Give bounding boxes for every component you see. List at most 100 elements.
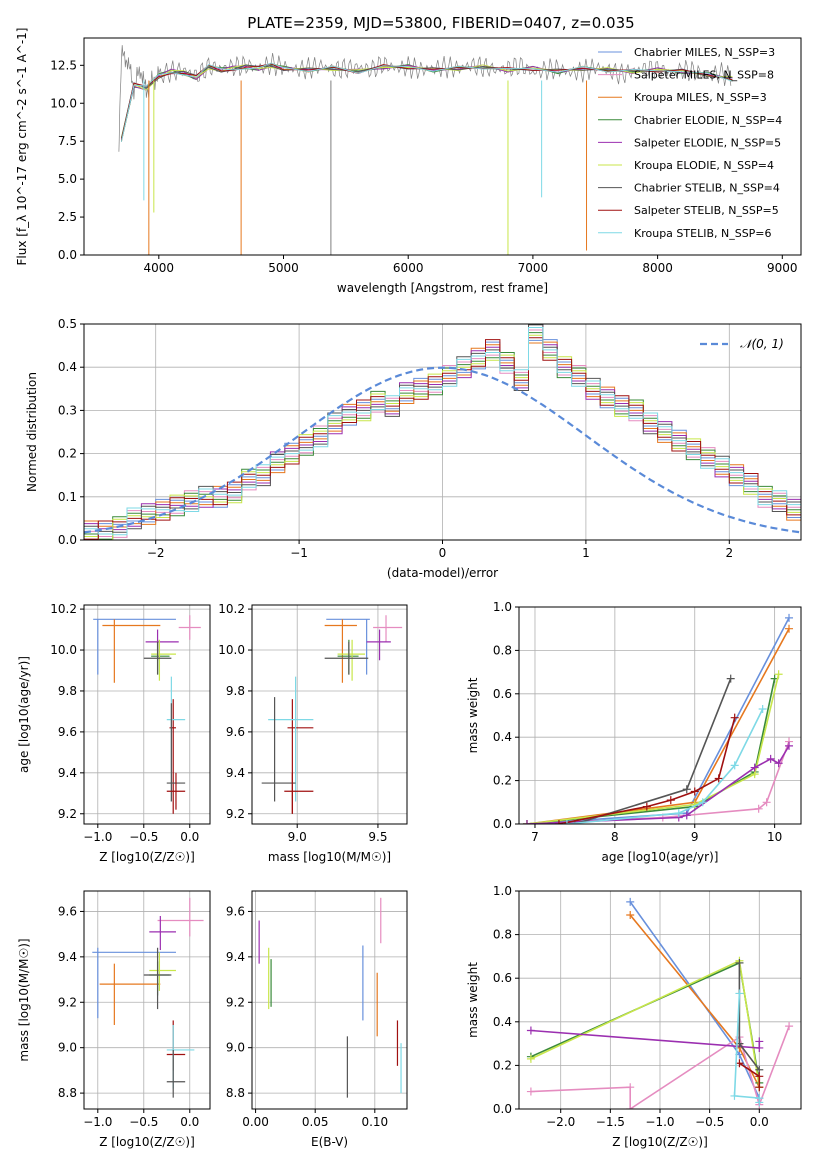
weight-marker	[774, 759, 783, 768]
legend-label: Salpeter MILES, N_SSP=8	[634, 69, 774, 82]
weight-line	[530, 1025, 790, 1109]
y-tick-label: 0.4	[58, 360, 77, 374]
x-tick-label: 8000	[642, 261, 673, 275]
x-tick-label: 0.00	[242, 1115, 269, 1129]
x-tick-label: 10	[767, 830, 782, 844]
x-tick-label: −1.0	[83, 1115, 112, 1129]
plot-area	[261, 615, 403, 814]
y-tick-label: 0.4	[493, 1015, 512, 1029]
plot-area	[92, 897, 204, 1098]
weight-marker	[766, 754, 775, 763]
x-tick-label: 1	[582, 546, 590, 560]
y-tick-label: 1.0	[493, 884, 512, 898]
y-tick-label: 10.2	[50, 602, 77, 616]
y-tick-label: 0.2	[493, 1058, 512, 1072]
plot-area	[258, 897, 402, 1098]
plot-area	[526, 897, 794, 1109]
weight-marker	[755, 1037, 764, 1046]
axes-frame	[518, 606, 802, 825]
x-tick-label: 9.0	[288, 830, 307, 844]
y-tick-label: 0.1	[58, 490, 77, 504]
y-tick-label: 9.2	[226, 807, 245, 821]
legend-label: Chabrier ELODIE, N_SSP=4	[634, 114, 782, 127]
y-tick-label: 0.0	[493, 1102, 512, 1116]
y-tick-label: 1.0	[493, 600, 512, 614]
y-axis-label: Normed distribution	[25, 372, 39, 492]
y-tick-label: 9.6	[58, 904, 77, 918]
y-axis-label: mass weight	[466, 962, 480, 1038]
y-tick-label: 9.0	[58, 1041, 77, 1055]
weight-marker	[626, 910, 635, 919]
weight-line	[526, 745, 790, 824]
y-tick-label: 0.0	[58, 533, 77, 547]
weight-marker	[730, 713, 739, 722]
y-tick-label: 0.0	[493, 817, 512, 831]
weight-line	[530, 959, 761, 1088]
x-tick-label: 9000	[767, 261, 798, 275]
weight-marker	[762, 798, 771, 807]
x-tick-label: −0.5	[695, 1115, 724, 1129]
panel-weight-vs-age: 7 8 9 10 0.0 0.2 0.4 0.6 0.8 1.0 age [log10(age/yr…	[466, 600, 802, 864]
x-axis-label: wavelength [Angstrom, rest frame]	[337, 281, 548, 295]
x-tick-label: 0.0	[180, 1115, 199, 1129]
x-tick-label: 8	[611, 830, 619, 844]
panel-age-vs-mass: 9.0 9.5 9.2 9.4 9.6 9.8 10.0 10.2 mass [log10(M/…	[218, 602, 408, 864]
y-tick-label: 0.5	[58, 317, 77, 331]
y-tick-label: 8.8	[226, 1086, 245, 1100]
x-tick-label: 0.05	[302, 1115, 329, 1129]
weight-marker	[522, 820, 531, 824]
y-tick-label: 9.8	[226, 684, 245, 698]
x-tick-label: 0	[439, 546, 447, 560]
y-tick-label: 0.3	[58, 403, 77, 417]
weight-marker	[666, 796, 675, 805]
y-tick-label: 12.5	[50, 58, 77, 72]
weight-marker	[726, 674, 735, 683]
x-tick-label: 9.5	[368, 830, 387, 844]
x-axis-label: E(B-V)	[311, 1135, 348, 1149]
histogram-step	[84, 324, 801, 533]
weight-marker	[554, 820, 563, 824]
x-tick-label: 4000	[144, 261, 175, 275]
legend-label: Salpeter ELODIE, N_SSP=5	[634, 136, 781, 149]
legend-label: Chabrier MILES, N_SSP=3	[634, 46, 775, 59]
x-tick-label: −1.0	[645, 1115, 674, 1129]
histogram-step	[84, 324, 801, 531]
x-tick-label: 5000	[268, 261, 299, 275]
y-tick-label: 9.2	[58, 807, 77, 821]
y-tick-label: 0.6	[493, 971, 512, 985]
gaussian-curve	[84, 366, 801, 534]
y-axis-label: Flux [f_λ 10^-17 erg cm^-2 s^-1 A^-1]	[15, 28, 29, 266]
y-tick-label: 9.4	[58, 766, 77, 780]
legend-label: Kroupa STELIB, N_SSP=6	[634, 227, 772, 240]
y-tick-label: 10.0	[50, 96, 77, 110]
weight-line	[526, 617, 790, 824]
y-tick-label: 10.2	[218, 602, 245, 616]
y-tick-label: 5.0	[58, 172, 77, 186]
weight-marker	[682, 811, 691, 820]
y-tick-label: 9.2	[58, 995, 77, 1009]
weight-marker	[758, 704, 767, 713]
weight-marker	[682, 785, 691, 794]
weight-marker	[735, 958, 744, 967]
axes-frame	[518, 890, 802, 1110]
y-tick-label: 10.0	[50, 643, 77, 657]
weight-marker	[526, 1054, 535, 1063]
x-tick-label: 7000	[518, 261, 549, 275]
y-tick-label: 0.2	[58, 447, 77, 461]
histogram-step	[84, 337, 801, 540]
panel-weight-vs-Z: −2.0 −1.5 −1.0 −0.5 0.0 0.0 0.2 0.4 0.6 0.8 1.0 Z […	[466, 884, 802, 1149]
panel-mass-vs-Z: −1.0 −0.5 0.0 8.8 9.0 9.2 9.4 9.6 Z [log10(Z/Z☉)…	[17, 890, 211, 1149]
weight-line	[526, 674, 780, 824]
weight-marker	[755, 1072, 764, 1081]
weight-marker	[755, 1098, 764, 1107]
weight-line	[526, 628, 790, 824]
y-axis-label: age [log10(age/yr)]	[17, 656, 31, 773]
x-tick-label: −1.0	[83, 830, 112, 844]
y-tick-label: 0.0	[58, 248, 77, 262]
x-axis-label: mass [log10(M/M☉)]	[268, 850, 391, 864]
axes-frame	[83, 323, 802, 541]
y-tick-label: 9.6	[58, 725, 77, 739]
y-tick-label: 9.2	[226, 995, 245, 1009]
y-tick-label: 9.0	[226, 1041, 245, 1055]
axes-frame	[251, 890, 408, 1110]
